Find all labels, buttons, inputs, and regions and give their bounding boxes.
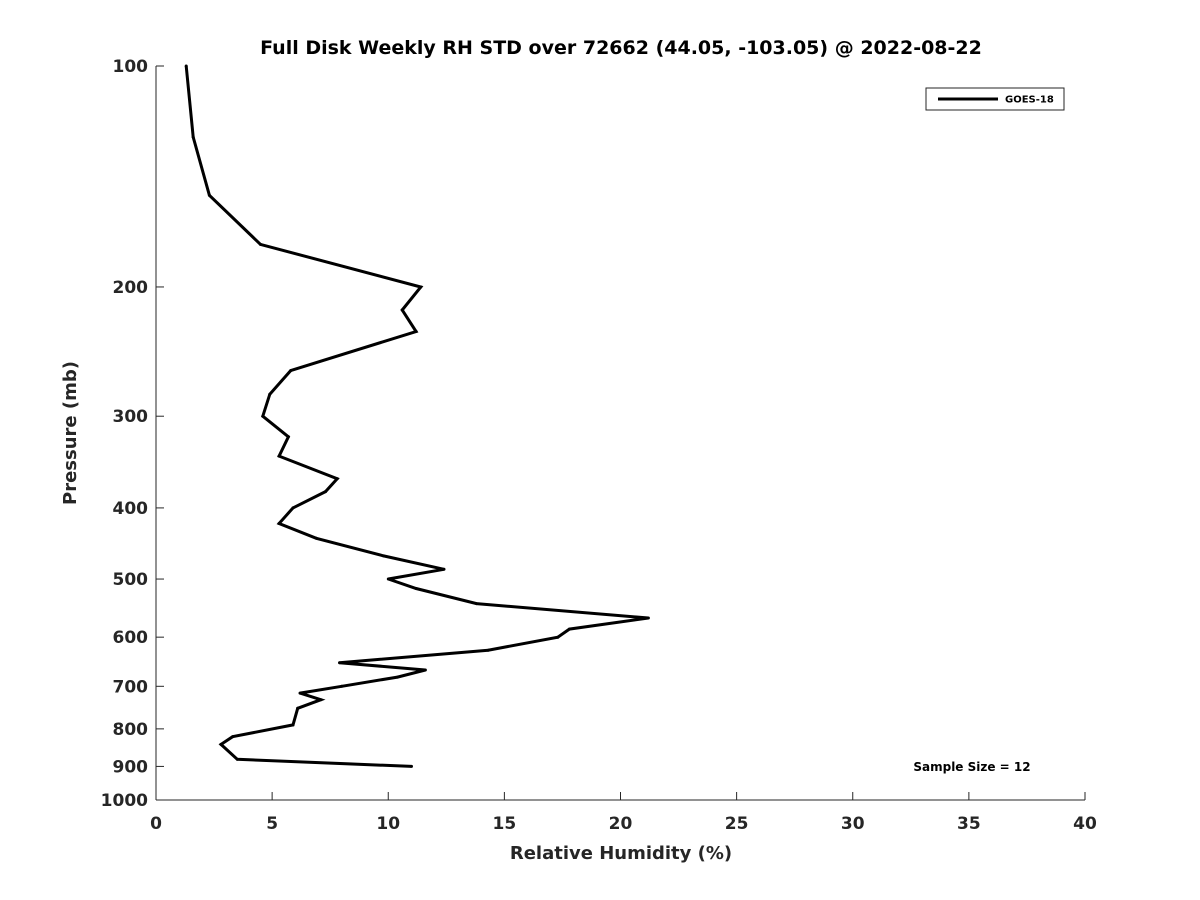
y-tick-label: 700	[113, 677, 149, 697]
series-layer	[184, 64, 650, 768]
data-point	[414, 587, 418, 590]
data-point	[184, 64, 188, 68]
data-point	[400, 308, 404, 312]
data-point	[296, 706, 300, 710]
data-point	[231, 735, 235, 739]
y-axis-ticks: 100 200 300 400 500 600 700 800 900 1000	[101, 57, 164, 811]
data-point	[259, 242, 262, 246]
data-point	[261, 414, 265, 418]
data-point	[567, 627, 571, 631]
data-point	[556, 635, 560, 639]
y-axis-label: Pressure (mb)	[60, 361, 81, 505]
data-point	[289, 369, 293, 373]
sample-size-annotation: Sample Size = 12	[913, 760, 1030, 774]
data-point	[486, 648, 490, 652]
y-tick-label: 100	[113, 57, 149, 77]
data-point	[386, 577, 390, 581]
y-tick-label: 200	[113, 278, 149, 298]
x-tick-label: 35	[957, 814, 981, 834]
y-tick-label: 900	[113, 757, 149, 777]
x-tick-label: 10	[376, 814, 400, 834]
series-line-goes-18	[184, 65, 649, 768]
data-point	[442, 567, 446, 571]
data-point	[207, 193, 211, 197]
data-point	[191, 135, 195, 139]
legend-label-goes-18: GOES-18	[1005, 95, 1054, 106]
x-tick-label: 30	[841, 814, 865, 834]
y-tick-label: 300	[113, 407, 149, 427]
x-tick-label: 5	[266, 814, 278, 834]
data-point	[338, 661, 341, 665]
data-point	[277, 454, 281, 458]
y-tick-label: 400	[113, 499, 149, 519]
data-point	[423, 668, 427, 672]
x-tick-label: 20	[609, 814, 633, 834]
y-tick-label: 500	[113, 570, 149, 590]
data-point	[410, 764, 413, 768]
data-point	[335, 477, 339, 481]
x-axis-ticks: 0 5 10 15 20 25 30 35 40	[150, 792, 1097, 834]
data-point	[286, 435, 290, 439]
data-point	[314, 536, 318, 540]
data-point	[475, 602, 478, 606]
data-point	[291, 723, 295, 727]
data-point	[419, 285, 423, 289]
plot-area	[156, 66, 1085, 800]
x-tick-label: 25	[725, 814, 749, 834]
data-point	[298, 691, 302, 695]
data-point	[396, 675, 399, 679]
data-point	[291, 506, 295, 510]
data-point	[268, 392, 272, 396]
legend: GOES-18	[925, 87, 1065, 111]
x-tick-label: 0	[150, 814, 162, 834]
data-point	[319, 698, 323, 702]
data-point	[219, 742, 223, 746]
x-tick-label: 15	[493, 814, 517, 834]
y-tick-label: 600	[113, 628, 149, 648]
data-point	[382, 554, 386, 558]
y-tick-label: 1000	[101, 791, 148, 811]
chart-title: Full Disk Weekly RH STD over 72662 (44.0…	[260, 37, 982, 59]
data-point	[324, 490, 327, 494]
x-axis-label: Relative Humidity (%)	[510, 843, 732, 864]
data-point	[414, 330, 418, 333]
data-point	[235, 757, 239, 761]
x-tick-label: 40	[1073, 814, 1097, 834]
data-point	[646, 616, 650, 620]
data-point	[277, 522, 281, 525]
data-point	[340, 684, 344, 688]
y-tick-label: 800	[113, 720, 149, 740]
